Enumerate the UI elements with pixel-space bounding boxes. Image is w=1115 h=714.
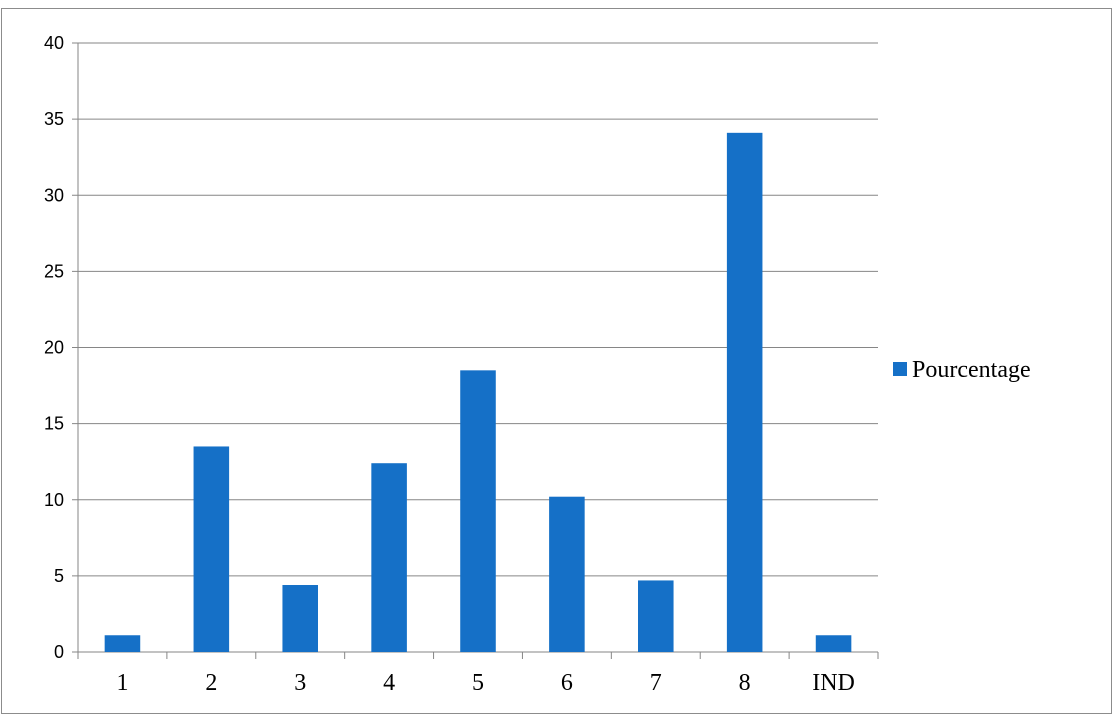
bar-1 — [104, 635, 141, 652]
legend-label-pourcentage: Pourcentage — [912, 357, 1031, 383]
bar-3 — [282, 585, 318, 652]
y-tick-label-40: 40 — [44, 33, 64, 53]
legend: Pourcentage — [893, 357, 1031, 383]
y-tick-label-10: 10 — [44, 490, 64, 510]
x-tick-label-3: 3 — [294, 670, 306, 696]
x-tick-label-7: 7 — [650, 670, 662, 696]
legend-swatch-pourcentage — [893, 362, 907, 376]
y-tick-label-5: 5 — [54, 566, 64, 586]
x-tick-label-8: 8 — [739, 670, 751, 696]
bar-IND — [815, 635, 852, 652]
y-tick-label-15: 15 — [44, 414, 64, 434]
bar-2 — [193, 446, 230, 652]
bars — [104, 132, 852, 652]
x-tick-labels: 1 2 3 4 5 6 7 8 IND — [116, 670, 854, 696]
x-tick-label-1: 1 — [116, 670, 128, 696]
x-tick-label-6: 6 — [561, 670, 573, 696]
x-tick-label-IND: IND — [812, 670, 855, 696]
x-tick-label-5: 5 — [472, 670, 484, 696]
bar-6 — [549, 496, 585, 652]
bar-8 — [726, 132, 763, 652]
bar-5 — [460, 370, 496, 652]
bar-4 — [371, 463, 407, 652]
y-tick-labels: 0 5 10 15 20 25 30 35 40 — [44, 33, 64, 662]
y-tick-label-25: 25 — [44, 261, 64, 281]
x-tick-label-2: 2 — [205, 670, 217, 696]
y-tick-label-0: 0 — [54, 642, 64, 662]
y-tick-label-35: 35 — [44, 109, 64, 129]
bar-7 — [638, 580, 674, 652]
y-tick-label-30: 30 — [44, 185, 64, 205]
y-tick-label-20: 20 — [44, 338, 64, 358]
x-tick-label-4: 4 — [383, 670, 395, 696]
